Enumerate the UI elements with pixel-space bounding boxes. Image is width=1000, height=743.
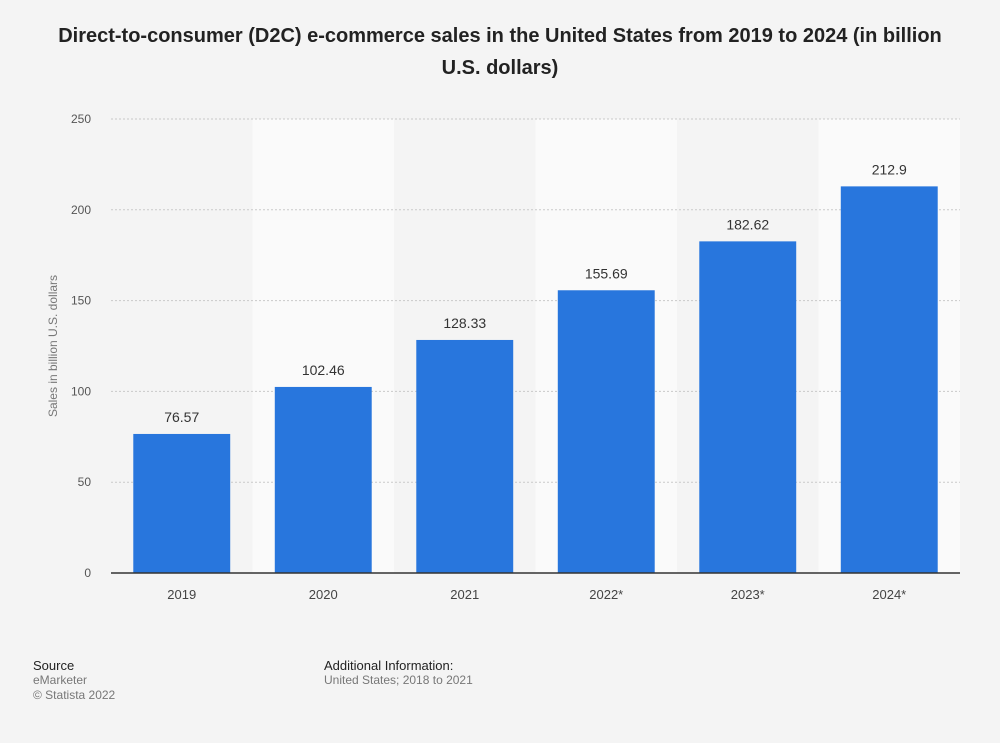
copyright-text: © Statista 2022 <box>33 688 116 702</box>
source-heading: Source <box>33 658 75 673</box>
x-tick-label: 2020 <box>309 587 338 602</box>
bar-chart: 0 50 100 150 200 250 Sales in billion U.S. dol… <box>46 112 960 602</box>
x-tick-label: 2023* <box>731 587 765 602</box>
x-tick-label: 2024* <box>872 587 906 602</box>
y-tick-label: 50 <box>78 475 92 489</box>
y-tick-label: 250 <box>71 112 91 126</box>
data-label: 128.33 <box>443 315 486 331</box>
chart-title: Direct-to-consumer (D2C) e-commerce sale… <box>58 25 942 79</box>
y-tick-label: 0 <box>84 566 91 580</box>
x-tick-label: 2021 <box>450 587 479 602</box>
source-name[interactable]: eMarketer <box>33 673 88 687</box>
data-label: 182.62 <box>726 216 769 232</box>
data-label: 102.46 <box>302 362 345 378</box>
additional-info-text: United States; 2018 to 2021 <box>324 673 473 687</box>
y-axis-title: Sales in billion U.S. dollars <box>46 275 60 417</box>
additional-info-heading: Additional Information: <box>324 658 454 673</box>
bar <box>274 386 372 573</box>
additional-info-block: Additional Information: United States; 2… <box>324 658 473 688</box>
y-tick-label: 200 <box>71 203 91 217</box>
bar <box>416 339 514 573</box>
data-label: 76.57 <box>164 409 199 425</box>
data-label: 212.9 <box>872 161 907 177</box>
bar <box>699 241 797 574</box>
x-tick-label: 2022* <box>589 587 623 602</box>
bar <box>133 433 231 573</box>
bar <box>557 290 655 573</box>
y-tick-label: 100 <box>71 384 91 398</box>
y-tick-label: 150 <box>71 294 91 308</box>
source-block: Source eMarketer © Statista 2022 <box>33 658 115 703</box>
data-label: 155.69 <box>585 265 628 281</box>
x-tick-label: 2019 <box>167 587 196 602</box>
bar <box>840 186 938 573</box>
